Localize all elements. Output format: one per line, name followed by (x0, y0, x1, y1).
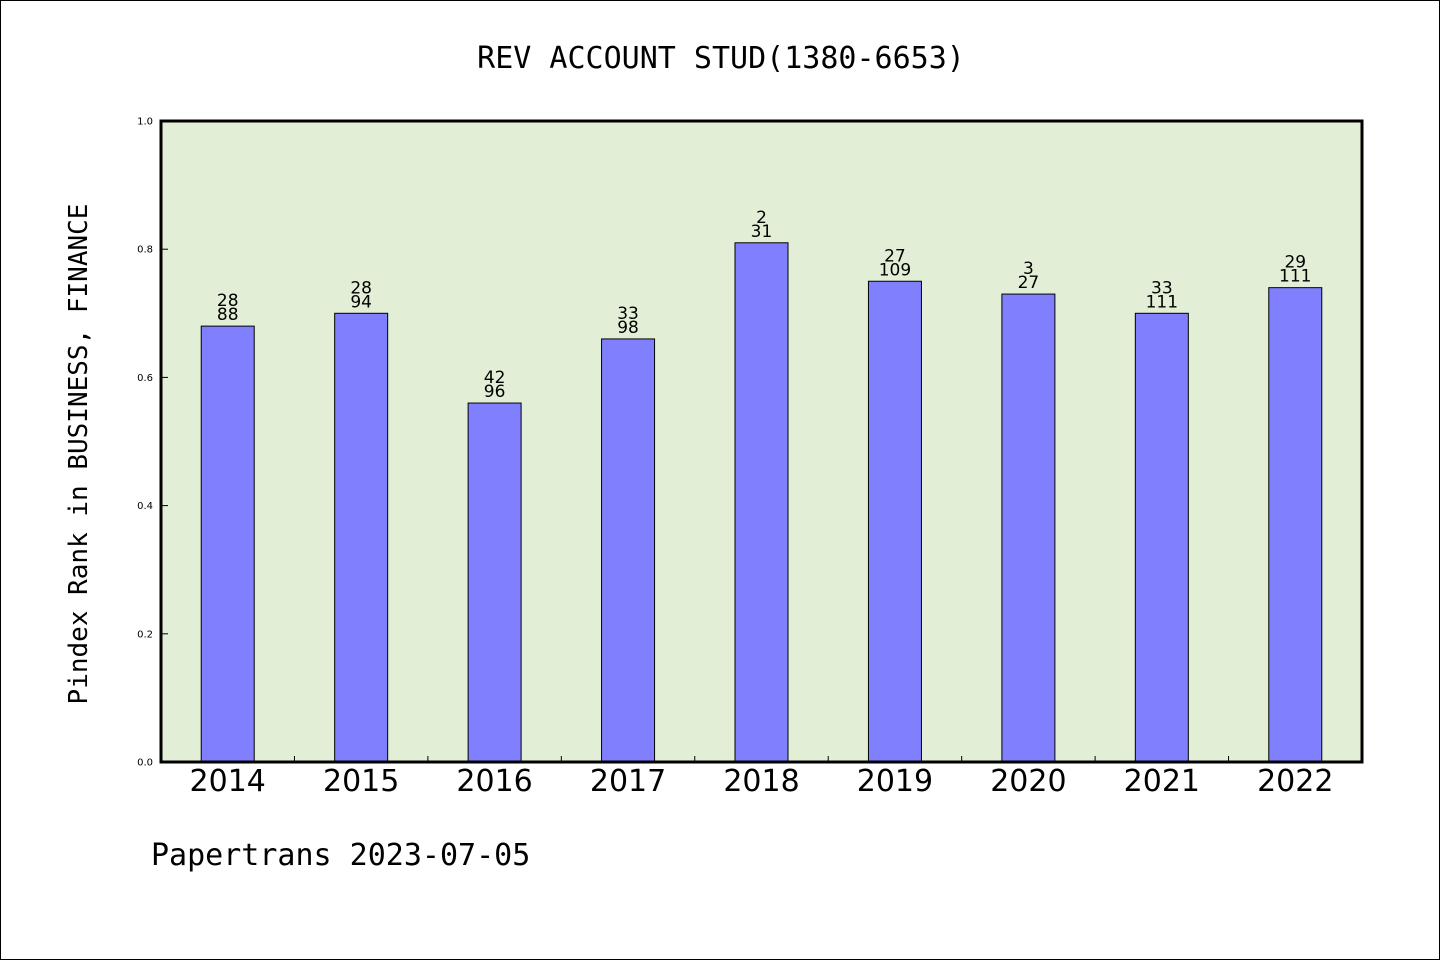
bar-rank-label: 33 (1151, 278, 1173, 298)
x-tick-label: 2017 (590, 764, 666, 799)
bar (1268, 287, 1323, 763)
y-tick-label: 0.4 (137, 501, 153, 512)
y-axis-label: Pindex Rank in BUSINESS, FINANCE (64, 204, 94, 705)
y-tick-label: 0.0 (137, 758, 153, 769)
bar (734, 242, 789, 763)
x-tick-label: 2021 (1124, 764, 1200, 799)
x-tick-label: 2022 (1257, 764, 1333, 799)
y-tick-label: 0.2 (137, 629, 153, 640)
bar-rank-label: 27 (884, 246, 906, 266)
x-tick-label: 2014 (190, 764, 266, 799)
bar-rank-label: 33 (617, 304, 639, 324)
bar-rank-label: 28 (217, 291, 239, 311)
plot-border (159, 119, 1364, 764)
x-tick-label: 2020 (990, 764, 1066, 799)
bar (601, 338, 656, 763)
bar-total-label: 109 (879, 260, 911, 280)
bar-rank-label: 2 (756, 208, 767, 228)
y-tick-label: 0.6 (137, 373, 153, 384)
bar-total-label: 96 (484, 382, 506, 402)
x-tick-label: 2015 (323, 764, 399, 799)
x-tick-label: 2019 (857, 764, 933, 799)
bar (467, 402, 522, 763)
bar-total-label: 27 (1018, 273, 1040, 293)
chart-title: REV ACCOUNT STUD(1380-6653) (477, 41, 965, 76)
bar (334, 312, 389, 763)
bar-rank-label: 28 (350, 278, 372, 298)
bar-total-label: 94 (350, 292, 372, 312)
x-tick-label: 2018 (723, 764, 799, 799)
bar-rank-label: 42 (484, 368, 506, 388)
x-tick-label: 2016 (456, 764, 532, 799)
bar (1134, 312, 1189, 763)
bar-total-label: 111 (1146, 292, 1178, 312)
y-tick-label: 0.8 (137, 245, 153, 256)
bar-rank-label: 29 (1284, 253, 1306, 273)
bar-total-label: 98 (617, 318, 639, 338)
bar (867, 280, 922, 763)
x-axis-ticks: 2014 2015 2016 2017 2018 2019 2020 2021 2022 (190, 756, 1333, 799)
y-tick-label: 1.0 (137, 117, 153, 128)
bar-rank-label: 3 (1023, 259, 1034, 279)
bar-total-label: 31 (751, 222, 773, 242)
bar (200, 325, 255, 763)
bar-total-label: 88 (217, 305, 239, 325)
bar-total-label: 111 (1279, 267, 1311, 287)
footer-text: Papertrans 2023-07-05 (151, 838, 530, 873)
bar (1001, 293, 1056, 763)
